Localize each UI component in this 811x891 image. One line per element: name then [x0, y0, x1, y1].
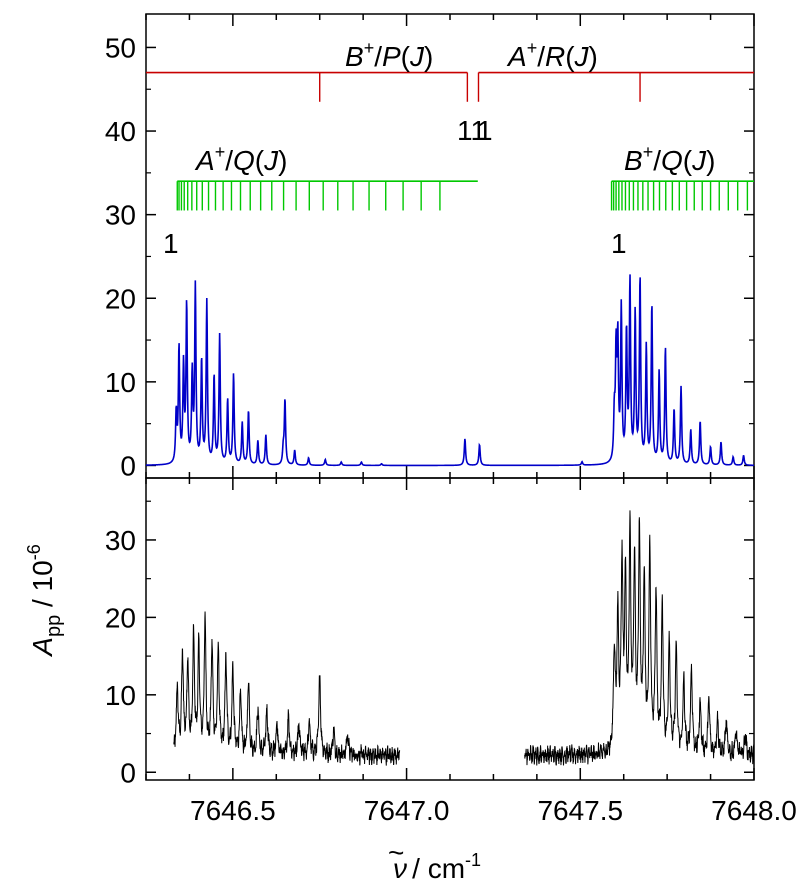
label-bplus-p: B+/P(J) [345, 38, 433, 72]
label-aplus-r-a: A [506, 41, 527, 72]
bottom-axis-ticks [145, 478, 755, 780]
bplus-p-end-j: 11 [457, 115, 486, 146]
top-y-tick-label: 40 [105, 116, 136, 147]
label-aplus-r: A+/R(J) [506, 38, 598, 72]
label-aplus-q-open: ( [255, 145, 265, 176]
x-axis-title-tilde: ~ [388, 837, 404, 868]
y-axis-title-sub: pp [43, 615, 65, 637]
top-y-tick-label: 10 [105, 367, 136, 398]
top-y-tick-label: 20 [105, 283, 136, 314]
label-aplus-q-slash: / [225, 145, 233, 176]
x-tick-label: 7647.0 [364, 795, 450, 826]
label-bplus-p-slash: / [374, 41, 382, 72]
label-bplus-q-sup: + [643, 142, 654, 162]
top-simulated-trace [145, 274, 755, 467]
label-bplus-q-j: J [691, 145, 707, 176]
label-bplus-p-close: ) [424, 41, 433, 72]
x-tick-label: 7648.0 [711, 795, 797, 826]
bottom-y-tick-label: 10 [105, 680, 136, 711]
label-aplus-q-sup: + [215, 142, 226, 162]
top-axis-ticks [145, 14, 755, 478]
label-bplus-q-letter: Q [661, 145, 683, 176]
label-bplus-q-b: B [624, 145, 643, 176]
label-bplus-q-close: ) [706, 145, 715, 176]
tick-labels-group: 0 10 20 30 40 50 0 10 20 30 7646.5 7647.0 7647.5 7648… [105, 32, 797, 826]
bottom-measured-trace [173, 510, 755, 767]
label-aplus-r-open: ( [565, 41, 575, 72]
label-bplus-q-slash: / [653, 145, 661, 176]
bottom-y-tick-label: 0 [120, 757, 136, 788]
label-aplus-q-letter: Q [233, 145, 255, 176]
top-y-tick-label: 30 [105, 200, 136, 231]
label-aplus-q-a: A [194, 145, 215, 176]
y-axis-title-exp: -6 [24, 544, 44, 560]
x-axis-title: ν~ / cm-1 [388, 837, 481, 884]
top-y-tick-label: 50 [105, 32, 136, 63]
label-bplus-p-sup: + [364, 38, 375, 58]
aplus-r-end-j: 1 [477, 115, 493, 146]
label-aplus-r-letter: R [545, 41, 565, 72]
y-axis-title-a: A [27, 637, 58, 658]
x-tick-label: 7646.5 [190, 795, 276, 826]
top-y-tick-label: 0 [120, 450, 136, 481]
x-axis-title-exp: -1 [465, 850, 481, 870]
x-tick-label: 7647.5 [537, 795, 623, 826]
bplus-q-first-j: 1 [611, 228, 627, 259]
label-bplus-p-open: ( [401, 41, 411, 72]
label-bplus-p-letter: P [382, 41, 401, 72]
label-bplus-q-open: ( [683, 145, 693, 176]
label-aplus-r-close: ) [589, 41, 598, 72]
label-aplus-r-slash: / [537, 41, 545, 72]
label-aplus-q-close: ) [278, 145, 287, 176]
label-aplus-q-j: J [263, 145, 279, 176]
y-axis-title-unit: / 10 [27, 560, 58, 614]
stick-spectra-group [146, 71, 754, 211]
x-axis-title-nu: ν [393, 853, 407, 884]
bottom-y-tick-label: 30 [105, 525, 136, 556]
label-bplus-q: B+/Q(J) [624, 142, 715, 176]
label-aplus-q: A+/Q(J) [194, 142, 287, 176]
label-bplus-p-j: J [409, 41, 425, 72]
bottom-y-tick-label: 20 [105, 602, 136, 633]
label-aplus-r-j: J [574, 41, 590, 72]
y-axis-title: App / 10-6 [24, 544, 65, 657]
label-bplus-p-b: B [345, 41, 364, 72]
label-aplus-r-sup: + [527, 38, 538, 58]
x-axis-title-unit: / cm [404, 853, 465, 884]
aplus-q-first-j: 1 [163, 228, 179, 259]
